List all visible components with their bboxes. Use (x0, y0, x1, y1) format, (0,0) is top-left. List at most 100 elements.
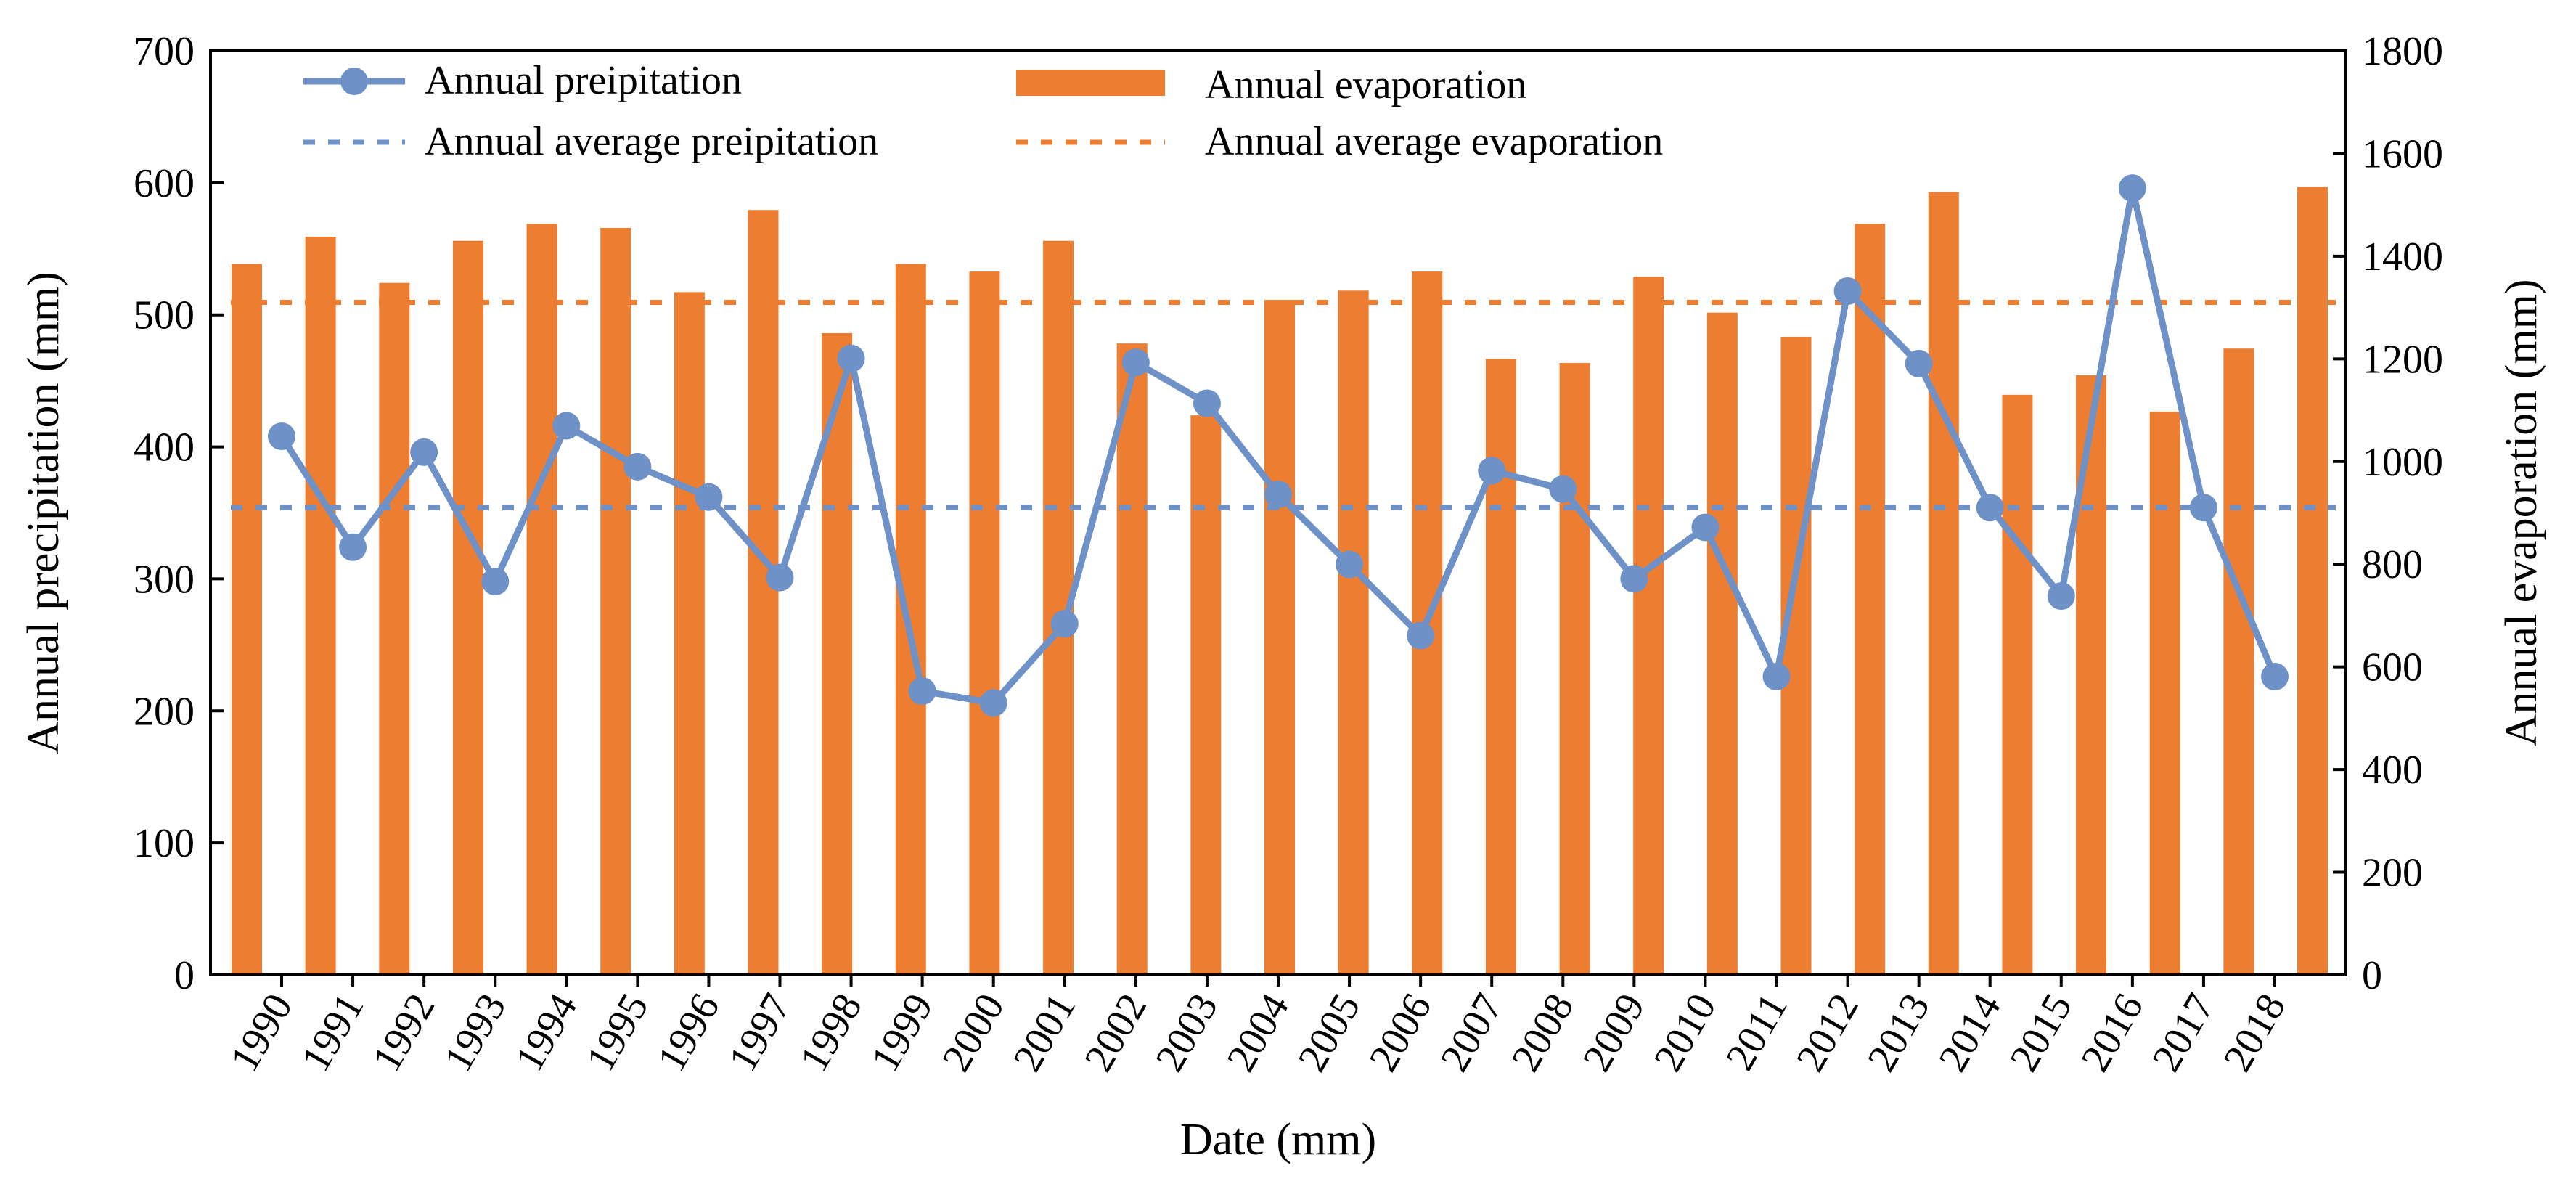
precipitation-point (1050, 610, 1079, 638)
legend-evaporation-swatch (1016, 70, 1165, 96)
right-y-tick-label: 0 (2362, 953, 2382, 998)
evaporation-bars (232, 187, 2328, 976)
left-y-tick-label: 100 (134, 821, 195, 866)
precipitation-point (1549, 475, 1577, 503)
precipitation-point (695, 483, 723, 511)
legend-evaporation-label: Annual evaporation (1205, 62, 1526, 107)
x-tick-label: 1998 (791, 987, 871, 1079)
x-tick-label: 2018 (2215, 987, 2295, 1079)
evaporation-bar (2297, 187, 2328, 976)
right-y-tick-label: 1800 (2362, 29, 2443, 74)
evaporation-bar (452, 240, 483, 975)
x-tick-label: 2005 (1290, 987, 1370, 1079)
evaporation-bar (2076, 375, 2107, 975)
precipitation-point (2047, 582, 2075, 611)
right-y-axis-title: Annual evaporation (mm) (2497, 279, 2546, 747)
x-tick-label: 2007 (1432, 987, 1512, 1079)
x-tick-label: 2015 (2001, 987, 2081, 1079)
evaporation-bar (969, 271, 1000, 975)
x-tick-label: 1991 (293, 987, 373, 1079)
precipitation-point (268, 422, 295, 451)
precipitation-point (410, 438, 438, 466)
x-tick-label: 2010 (1645, 987, 1725, 1079)
right-y-tick-label: 800 (2362, 542, 2423, 587)
x-tick-label: 1999 (862, 987, 942, 1079)
evaporation-bar (1485, 359, 1516, 975)
evaporation-bar (1190, 415, 1222, 975)
precipitation-point (1620, 565, 1648, 593)
left-y-axis-title: Annual precipitation (mm) (19, 271, 68, 754)
x-tick-label: 2014 (1930, 987, 2010, 1079)
precipitation-point (1478, 457, 1506, 485)
precipitation-point (1833, 277, 1862, 305)
precipitation-point (908, 677, 936, 706)
x-tick-label: 2012 (1788, 987, 1868, 1079)
precipitation-point (1407, 621, 1435, 650)
precipitation-point (623, 452, 652, 481)
precipitation-point (552, 412, 581, 440)
evaporation-bar (379, 282, 410, 976)
precipitation-point (1976, 494, 2004, 522)
evaporation-bar (748, 210, 779, 975)
x-tick-label: 2009 (1574, 987, 1654, 1079)
x-tick-label: 2017 (2143, 987, 2223, 1079)
legend-average-evaporation-label: Annual average evaporation (1205, 119, 1663, 164)
right-y-tick-label: 1600 (2362, 131, 2443, 176)
precipitation-line (268, 174, 2289, 717)
left-y-tick-label: 700 (134, 29, 195, 74)
evaporation-bar (1559, 362, 1590, 976)
x-tick-label: 1992 (364, 987, 444, 1079)
evaporation-bar (305, 237, 336, 976)
precipitation-point (1264, 481, 1292, 509)
x-tick-label: 1997 (720, 987, 800, 1079)
precipitation-point (1762, 663, 1791, 691)
precipitation-point (1336, 550, 1364, 579)
x-tick-label: 2002 (1076, 987, 1156, 1079)
precipitation-point (339, 533, 367, 561)
left-y-tick-label: 300 (134, 557, 195, 602)
right-y-tick-label: 400 (2362, 748, 2423, 793)
precipitation-point (766, 563, 794, 592)
evaporation-bar (1780, 336, 1812, 975)
precipitation-point (1691, 513, 1720, 542)
x-axis-title: Date (mm) (1180, 1115, 1376, 1164)
evaporation-bar (674, 292, 705, 976)
precipitation-point (1905, 350, 1933, 378)
left-y-tick-label: 600 (134, 161, 195, 206)
x-tick-label: 2003 (1147, 987, 1227, 1079)
precipitation-point (2189, 494, 2217, 522)
x-tick-label: 2004 (1219, 987, 1299, 1079)
x-tick-label: 1990 (222, 987, 302, 1079)
legend-precipitation-swatch-marker (340, 68, 368, 95)
right-y-tick-label: 1400 (2362, 234, 2443, 279)
legend-average-precipitation-label: Annual average preipitation (425, 119, 878, 164)
precipitation-point (2261, 663, 2289, 691)
left-y-tick-label: 500 (134, 293, 195, 338)
x-tick-label: 2013 (1859, 987, 1939, 1079)
precipitation-point (837, 344, 865, 372)
x-tick-label: 1995 (578, 987, 658, 1079)
x-tick-label: 2008 (1503, 987, 1583, 1079)
x-tick-label: 2006 (1361, 987, 1441, 1079)
precipitation-point (481, 568, 510, 596)
x-tick-label: 1993 (436, 987, 515, 1079)
evaporation-bar (1338, 290, 1369, 975)
left-y-tick-label: 200 (134, 689, 195, 734)
x-tick-label: 2000 (933, 987, 1013, 1079)
left-y-tick-label: 0 (174, 953, 195, 998)
right-y-tick-label: 1000 (2362, 440, 2443, 485)
x-tick-label: 1994 (507, 987, 586, 1079)
precipitation-point (2118, 174, 2146, 203)
evaporation-bar (232, 264, 262, 976)
legend-precipitation-label: Annual preipitation (425, 58, 742, 103)
evaporation-bar (1928, 192, 1959, 976)
evaporation-bar (2149, 412, 2180, 975)
precipitation-point (1193, 389, 1221, 417)
evaporation-bar (895, 264, 926, 976)
left-y-tick-label: 400 (134, 425, 195, 470)
evaporation-bar (526, 224, 557, 976)
x-tick-label: 2011 (1717, 987, 1796, 1078)
legend: Annual preipitation Annual average preipi… (303, 58, 1663, 164)
